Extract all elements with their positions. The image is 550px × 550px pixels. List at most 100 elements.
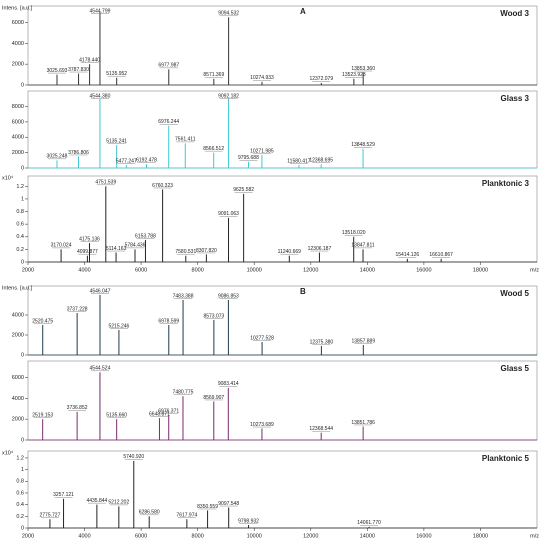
x-tick-label: 6000 xyxy=(135,267,147,273)
peak-label: 9094.532 xyxy=(218,11,239,17)
y-tick-label: 1.2 xyxy=(16,184,24,190)
x-tick-label: 16000 xyxy=(416,267,431,273)
panel-title: Wood 3 xyxy=(500,9,529,18)
y-axis-label: Intens. [a.u.] xyxy=(2,5,33,11)
peak-label: 2775.727 xyxy=(40,513,61,519)
peak-label: 12368.695 xyxy=(309,157,333,163)
panel-frame xyxy=(27,5,538,86)
y-tick-label: 4000 xyxy=(12,41,24,47)
y-axis-label: Intens. [a.u.] xyxy=(2,285,33,291)
x-tick-label: 8000 xyxy=(192,267,204,273)
peak-label: 5114.163 xyxy=(106,246,127,252)
peak-label: 7561.411 xyxy=(175,137,196,143)
y-tick-label: 0 xyxy=(21,259,24,265)
peak-label: 9091.063 xyxy=(218,211,239,217)
y-tick-label: 0.2 xyxy=(16,247,24,253)
y-tick-label: 0.8 xyxy=(16,479,24,485)
peak-label: 7483.388 xyxy=(173,293,194,299)
peak-label: 4544.380 xyxy=(90,93,111,99)
y-tick-label: 2000 xyxy=(12,332,24,338)
panel-title: Glass 3 xyxy=(501,94,530,103)
y-axis-label: x10⁴ xyxy=(2,174,14,181)
peak-label: 13851.786 xyxy=(351,420,375,426)
panel-frame xyxy=(27,450,538,529)
peak-label: 6976.244 xyxy=(158,119,179,125)
x-tick-label: 4000 xyxy=(78,267,90,273)
peak-label: 10277.528 xyxy=(250,335,274,341)
panel-title: Planktonic 5 xyxy=(482,454,530,463)
peak-label: 13523.923 xyxy=(342,72,366,78)
peak-label: 4546.047 xyxy=(90,288,111,294)
x-tick-label: 18000 xyxy=(473,533,488,539)
peak-label: 3170.024 xyxy=(51,243,72,249)
peak-label: 5212.202 xyxy=(108,500,129,506)
panel-frame xyxy=(27,360,538,441)
panel-label: B xyxy=(300,287,306,296)
peak-label: 3025.248 xyxy=(47,154,68,160)
peak-label: 8307.820 xyxy=(196,248,217,254)
peak-label: 5135.241 xyxy=(106,138,127,144)
peak-label: 13857.889 xyxy=(351,338,375,344)
y-tick-label: 1 xyxy=(21,467,24,473)
peak-label: 8573.073 xyxy=(203,313,224,319)
peak-label: 9625.582 xyxy=(233,187,254,193)
x-tick-label: 4000 xyxy=(78,533,90,539)
peak-label: 10274.933 xyxy=(250,75,274,81)
peak-label: 9092.182 xyxy=(218,93,239,99)
panel-label: A xyxy=(300,7,306,16)
peak-label: 4099.877 xyxy=(77,249,98,255)
peak-label: 3257.121 xyxy=(53,492,74,498)
peak-label: 7480.775 xyxy=(173,390,194,396)
peak-label: 4751.539 xyxy=(95,180,116,186)
peak-label: 11240.669 xyxy=(278,249,301,255)
peak-label: 4178.440 xyxy=(79,57,100,63)
peak-label: 8569.907 xyxy=(203,395,224,401)
y-tick-label: 1 xyxy=(21,196,24,202)
y-tick-label: 0 xyxy=(21,437,24,443)
x-tick-label: 2000 xyxy=(22,267,34,273)
peak-label: 13518.020 xyxy=(342,230,366,236)
peak-label: 9097.548 xyxy=(218,501,239,507)
x-tick-label: 14000 xyxy=(360,267,375,273)
peak-label: 4544.799 xyxy=(90,8,111,14)
peak-label: 3737.228 xyxy=(67,306,88,312)
peak-label: 8350.559 xyxy=(197,504,218,510)
peak-label: 6760.323 xyxy=(152,183,173,189)
x-tick-label: 12000 xyxy=(303,267,318,273)
peak-label: 5215.246 xyxy=(108,323,129,329)
peak-label: 12306.187 xyxy=(308,246,332,252)
peak-label: 15414.126 xyxy=(396,252,420,258)
x-axis-label: m/z xyxy=(530,267,539,273)
peak-label: 7580.531 xyxy=(175,249,196,255)
peak-label: 10271.985 xyxy=(250,148,274,154)
x-tick-label: 14000 xyxy=(360,533,375,539)
x-tick-label: 6000 xyxy=(135,533,147,539)
peak-label: 6976.371 xyxy=(158,408,179,414)
x-tick-label: 2000 xyxy=(22,533,34,539)
y-tick-label: 0.4 xyxy=(16,234,24,240)
peak-label: 13847.811 xyxy=(351,243,374,249)
y-tick-label: 0 xyxy=(21,352,24,358)
peak-label: 6153.788 xyxy=(135,233,156,239)
y-tick-label: 4000 xyxy=(12,135,24,141)
y-tick-label: 2000 xyxy=(12,417,24,423)
y-axis-label: x10⁴ xyxy=(2,449,14,456)
peak-label: 5135.660 xyxy=(106,412,127,418)
peak-label: 8571.369 xyxy=(203,72,224,78)
x-tick-label: 16000 xyxy=(416,533,431,539)
peak-label: 16610.867 xyxy=(429,252,453,258)
peak-label: 6648.871 xyxy=(149,411,170,417)
peak-label: 6192.478 xyxy=(136,157,157,163)
y-tick-label: 6000 xyxy=(12,20,24,26)
peak-label: 7617.974 xyxy=(176,513,197,519)
peak-label: 14061.770 xyxy=(357,520,381,526)
peak-label: 3786.806 xyxy=(68,150,89,156)
panel-title: Wood 5 xyxy=(500,289,529,298)
peak-label: 4544.524 xyxy=(90,366,111,372)
y-tick-label: 1.2 xyxy=(16,455,24,461)
x-tick-label: 18000 xyxy=(473,267,488,273)
peak-label: 11580.417 xyxy=(287,158,310,164)
y-tick-label: 0 xyxy=(21,165,24,171)
peak-label: 3787.830 xyxy=(68,67,89,73)
y-tick-label: 0.6 xyxy=(16,490,24,496)
